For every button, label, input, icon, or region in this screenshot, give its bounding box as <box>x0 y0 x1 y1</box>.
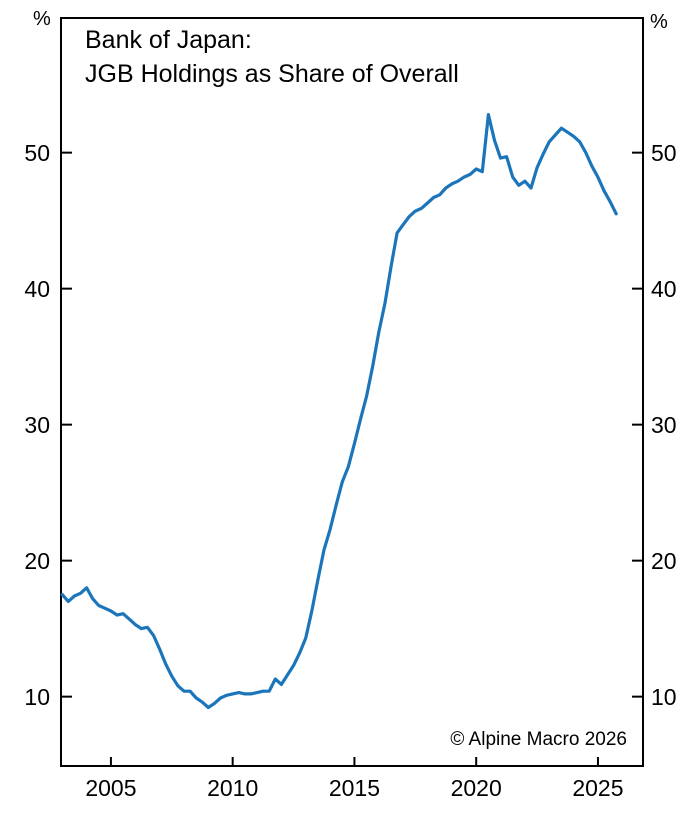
chart-title: Bank of Japan: JGB Holdings as Share of … <box>85 23 459 91</box>
y-tick-label-right: 40 <box>651 275 677 302</box>
copyright-attribution: © Alpine Macro 2026 <box>450 729 627 750</box>
chart-title-line-1: Bank of Japan: <box>85 26 252 54</box>
y-tick-label-right: 50 <box>651 139 677 166</box>
chart-title-line-2: JGB Holdings as Share of Overall <box>85 60 459 88</box>
data-line-jgb-holdings-share <box>60 112 618 710</box>
x-tick-label: 2010 <box>207 775 259 801</box>
x-tick-label: 2020 <box>450 775 502 801</box>
y-axis-unit-left: % <box>33 8 51 30</box>
y-tick-label-left: 10 <box>24 683 50 710</box>
y-tick-label-left: 30 <box>24 411 50 438</box>
y-tick-label-right: 30 <box>651 411 677 438</box>
y-tick-label-right: 10 <box>651 683 677 710</box>
y-axis-unit-right: % <box>650 11 668 33</box>
plot-frame <box>60 17 644 767</box>
y-tick-label-left: 20 <box>24 547 50 574</box>
y-tick-label-left: 40 <box>24 275 50 302</box>
x-tick-label: 2015 <box>328 775 381 801</box>
y-tick-label-right: 20 <box>651 547 677 574</box>
x-tick-label: 2005 <box>85 775 137 801</box>
x-tick-label: 2025 <box>572 775 624 801</box>
y-tick-label-left: 50 <box>24 139 50 166</box>
